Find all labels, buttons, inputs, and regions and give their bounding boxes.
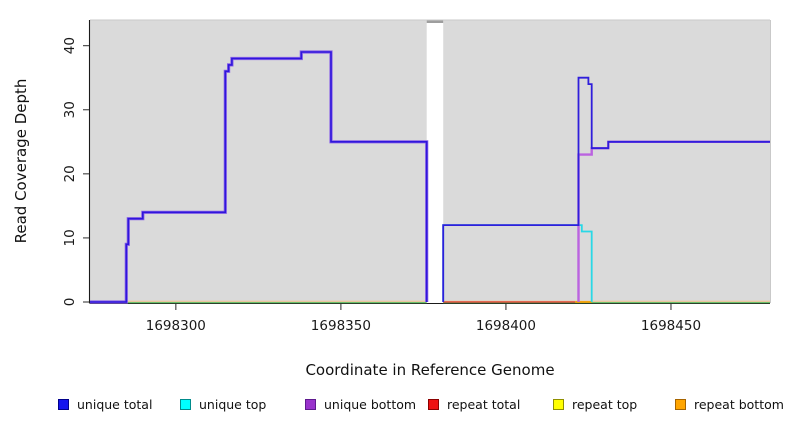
- svg-text:40: 40: [62, 37, 78, 54]
- legend: unique total unique top unique bottom re…: [0, 397, 792, 419]
- legend-item-repeat-total: repeat total: [428, 397, 520, 412]
- svg-text:1698450: 1698450: [641, 318, 701, 334]
- legend-item-repeat-bottom: repeat bottom: [675, 397, 784, 412]
- legend-label: repeat bottom: [694, 397, 784, 412]
- svg-text:10: 10: [62, 229, 78, 246]
- legend-item-unique-total: unique total: [58, 397, 152, 412]
- legend-swatch-icon: [180, 399, 191, 410]
- svg-text:1698400: 1698400: [476, 318, 536, 334]
- svg-text:30: 30: [62, 101, 78, 118]
- legend-swatch-icon: [58, 399, 69, 410]
- legend-label: repeat total: [447, 397, 521, 412]
- legend-label: repeat top: [572, 397, 638, 412]
- legend-swatch-icon: [428, 399, 439, 410]
- legend-label: unique total: [77, 397, 153, 412]
- legend-item-unique-bottom: unique bottom: [305, 397, 416, 412]
- y-axis-title: Read Coverage Depth: [12, 78, 30, 244]
- legend-label: unique top: [199, 397, 267, 412]
- svg-text:0: 0: [62, 298, 78, 307]
- legend-swatch-icon: [675, 399, 686, 410]
- svg-text:1698350: 1698350: [311, 318, 371, 334]
- chart-canvas: 1698300 1698350 1698400 1698450 0 10 20 30 40: [62, 19, 771, 334]
- svg-text:1698300: 1698300: [146, 318, 206, 334]
- legend-swatch-icon: [553, 399, 564, 410]
- legend-item-repeat-top: repeat top: [553, 397, 637, 412]
- legend-label: unique bottom: [324, 397, 417, 412]
- legend-item-unique-top: unique top: [180, 397, 266, 412]
- x-axis-title: Coordinate in Reference Genome: [305, 361, 555, 379]
- svg-text:20: 20: [62, 165, 78, 182]
- legend-swatch-icon: [305, 399, 316, 410]
